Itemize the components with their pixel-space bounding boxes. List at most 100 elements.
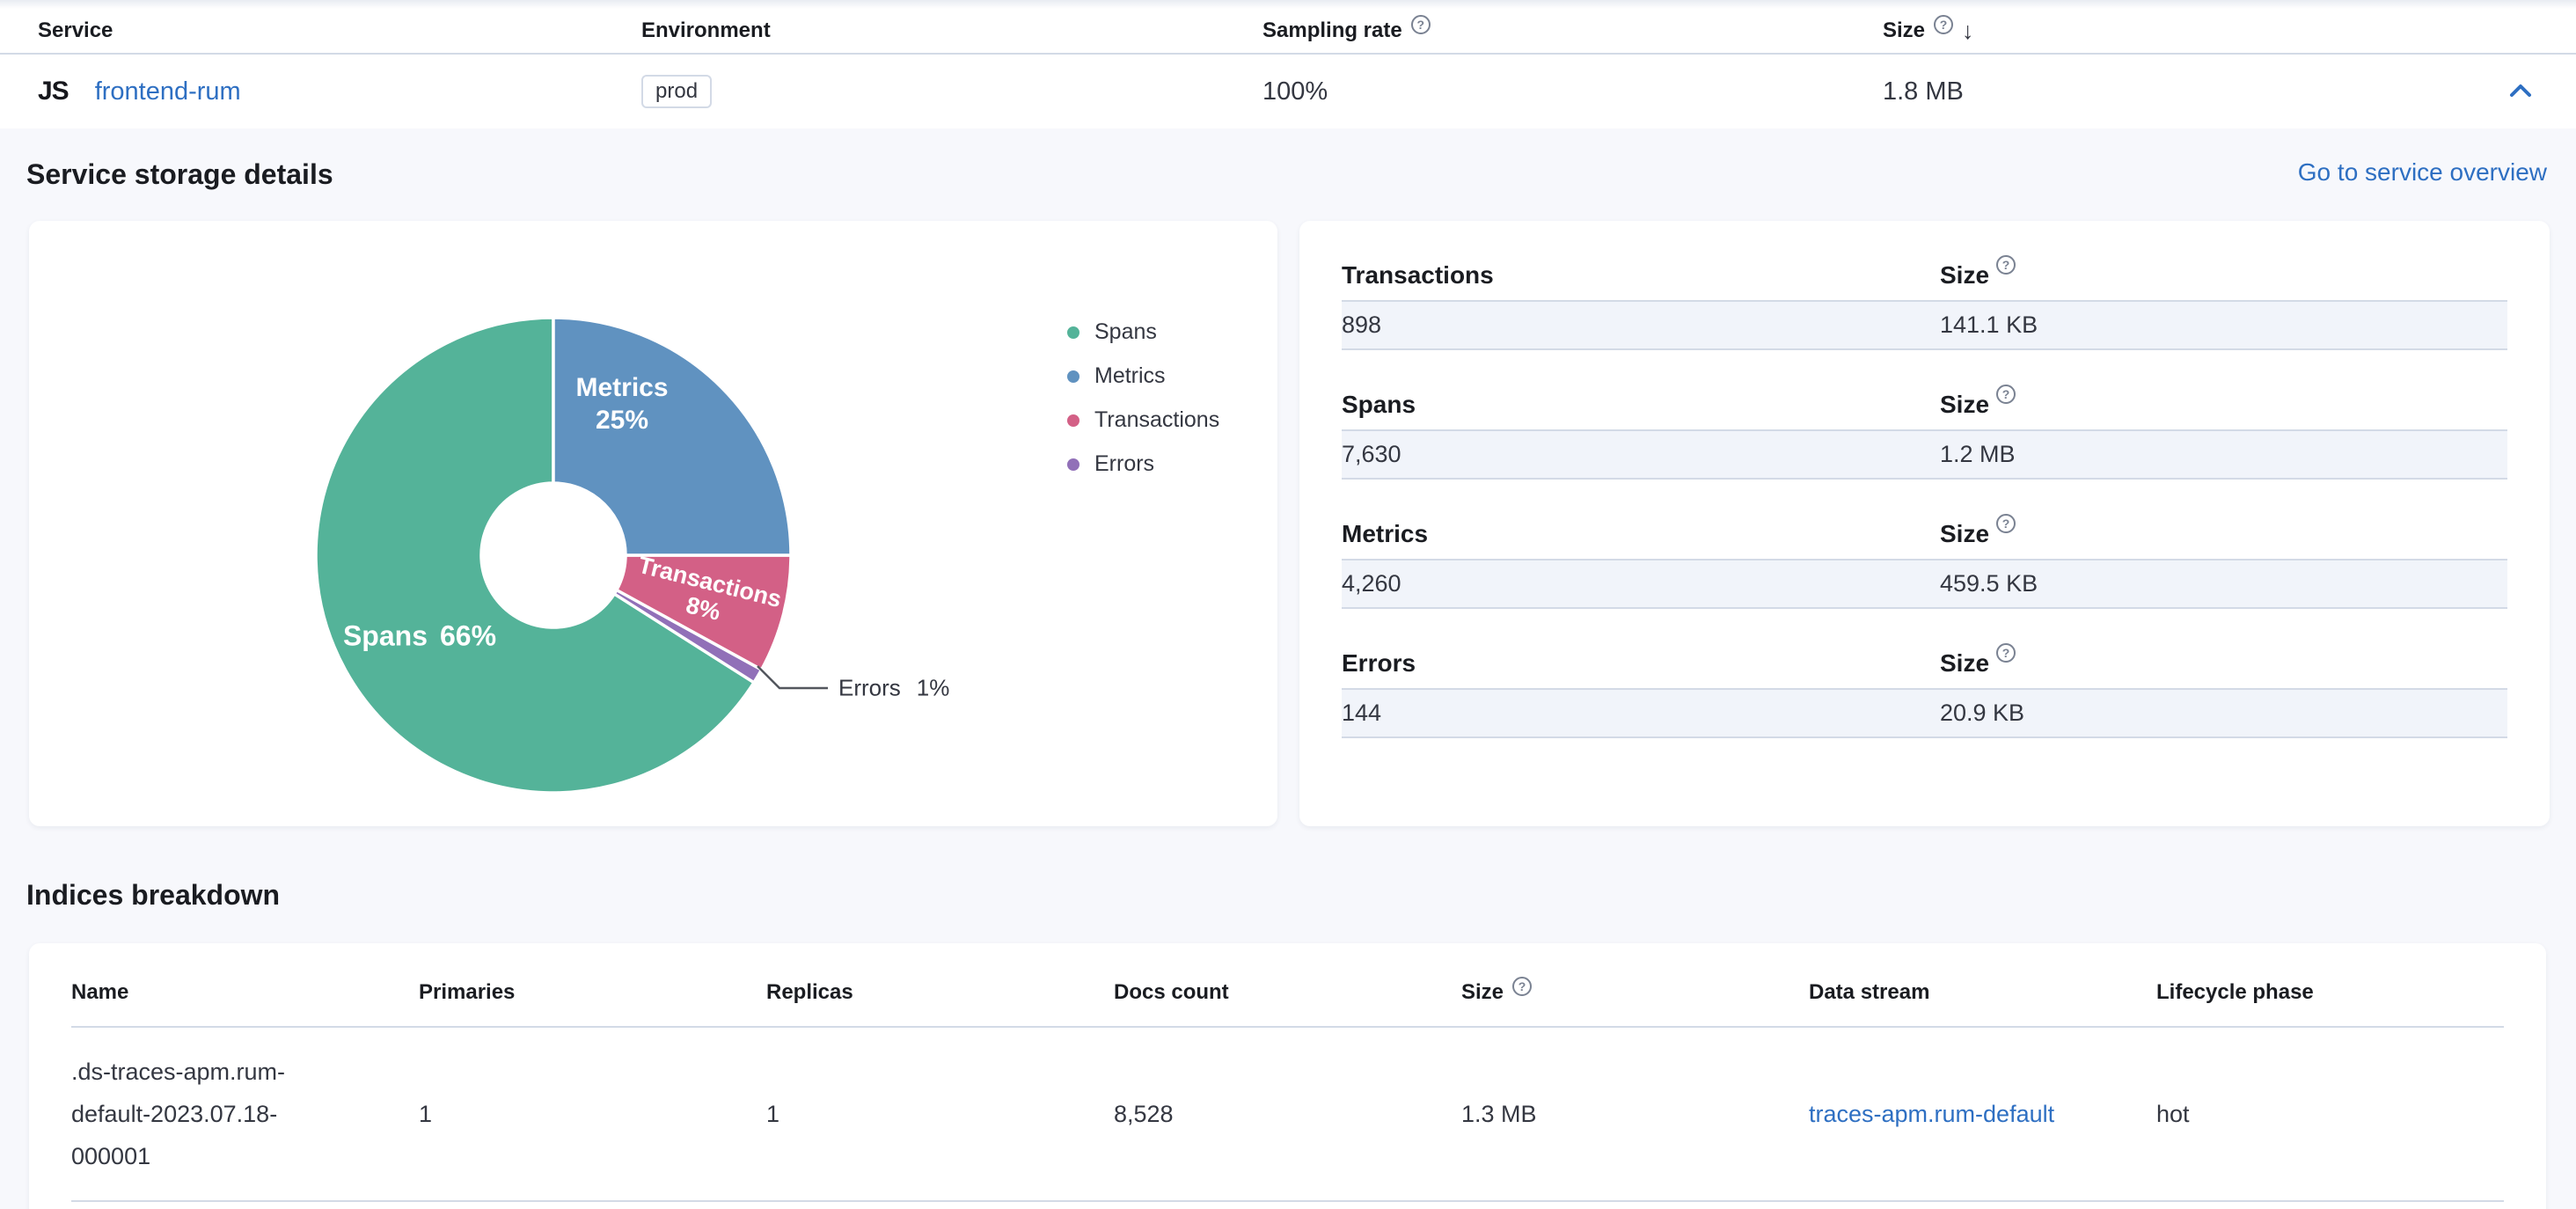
indices-col-data-stream: Data stream xyxy=(1809,980,2156,1005)
stats-size-value: 141.1 KB xyxy=(1940,311,2038,338)
legend-label: Spans xyxy=(1094,319,1157,344)
stats-size-header: Size? xyxy=(1940,255,2507,289)
donut-slice-metrics[interactable] xyxy=(552,316,793,557)
errors-callout-line xyxy=(757,665,828,690)
indices-col-label: Lifecycle phase xyxy=(2156,980,2314,1004)
donut-slice-spans[interactable] xyxy=(314,316,756,795)
chart-legend: Spans Metrics Transactions Errors xyxy=(1067,319,1219,477)
services-table-header: Service Environment Sampling rate ? Size… xyxy=(0,9,2576,55)
legend-dot xyxy=(1067,326,1079,339)
indices-col-name: Name xyxy=(71,980,419,1005)
stats-size-header: Size? xyxy=(1940,643,2507,678)
question-icon[interactable]: ? xyxy=(1996,255,2016,275)
stats-value-row: 898 141.1 KB xyxy=(1342,302,2507,350)
stats-group-spans: Spans Size? 7,630 1.2 MB xyxy=(1342,385,2507,480)
indices-table-header: Name Primaries Replicas Docs count Size? Data… xyxy=(71,977,2504,1028)
stats-docs-value: 898 xyxy=(1342,311,1382,338)
indices-col-label: Replicas xyxy=(766,980,853,1004)
size-cell: 1.8 MB xyxy=(1883,77,1964,106)
chevron-up-icon xyxy=(2510,84,2531,97)
legend-dot xyxy=(1067,458,1079,471)
indices-col-lifecycle-phase: Lifecycle phase xyxy=(2156,980,2504,1005)
index-name-cell: .ds-traces-apm.rum-default-2023.07.18-00… xyxy=(71,1059,286,1169)
indices-breakdown-panel: Name Primaries Replicas Docs count Size? Data… xyxy=(29,943,2546,1209)
indices-col-label: Docs count xyxy=(1114,980,1229,1004)
stats-group-metrics: Metrics Size? 4,260 459.5 KB xyxy=(1342,514,2507,609)
stats-size-value: 20.9 KB xyxy=(1940,700,2025,726)
legend-item-transactions[interactable]: Transactions xyxy=(1067,407,1219,433)
legend-dot xyxy=(1067,370,1079,383)
stats-size-value: 459.5 KB xyxy=(1940,570,2038,597)
indices-table-row: .ds-traces-apm.rum-default-2023.07.18-00… xyxy=(71,1028,2504,1202)
col-service: Service xyxy=(38,18,641,43)
docs-count-cell: 8,528 xyxy=(1114,1100,1174,1127)
stats-value-row: 144 20.9 KB xyxy=(1342,690,2507,738)
primaries-cell: 1 xyxy=(419,1100,433,1127)
col-sampling-rate: Sampling rate ? xyxy=(1262,15,1883,43)
top-shadow xyxy=(0,0,2576,9)
stats-size-label: Size xyxy=(1940,261,1990,289)
stats-group-header: Transactions Size? xyxy=(1342,255,2507,302)
data-stream-link[interactable]: traces-apm.rum-default xyxy=(1809,1100,2055,1127)
legend-item-metrics[interactable]: Metrics xyxy=(1067,363,1219,389)
stats-docs-value: 7,630 xyxy=(1342,441,1401,467)
stats-size-label: Size xyxy=(1940,520,1990,547)
replicas-cell: 1 xyxy=(766,1100,780,1127)
col-environment: Environment xyxy=(641,18,1262,43)
question-icon[interactable]: ? xyxy=(1996,385,2016,404)
signal-type-stats-panel: Transactions Size? 898 141.1 KB Spans Size? 7,… xyxy=(1299,221,2550,826)
stats-group-header: Spans Size? xyxy=(1342,385,2507,431)
col-environment-label: Environment xyxy=(641,18,771,42)
stats-size-label: Size xyxy=(1940,391,1990,418)
storage-donut-chart-panel: Metrics 25% Transactions 8% Spans 66% Err… xyxy=(29,221,1277,826)
sort-descending-icon[interactable]: ↓ xyxy=(1962,17,1974,44)
stats-group-header: Errors Size? xyxy=(1342,643,2507,690)
stats-value-row: 7,630 1.2 MB xyxy=(1342,431,2507,480)
legend-dot xyxy=(1067,414,1079,427)
storage-details-header: Service storage details Go to service ov… xyxy=(0,128,2576,191)
sampling-rate-cell: 100% xyxy=(1262,77,1328,106)
expanded-service-details: Service storage details Go to service ov… xyxy=(0,128,2576,1209)
go-to-service-overview-link[interactable]: Go to service overview xyxy=(2297,158,2547,186)
collapse-row-button[interactable] xyxy=(2500,75,2541,109)
col-sampling-rate-label: Sampling rate xyxy=(1262,18,1402,42)
stats-size-value: 1.2 MB xyxy=(1940,441,2016,467)
stats-group-header: Metrics Size? xyxy=(1342,514,2507,561)
javascript-agent-icon: JS xyxy=(38,77,70,106)
stats-docs-value: 144 xyxy=(1342,700,1382,726)
question-icon[interactable]: ? xyxy=(1996,514,2016,533)
question-icon[interactable]: ? xyxy=(1934,15,1954,34)
col-service-label: Service xyxy=(38,18,113,42)
question-icon[interactable]: ? xyxy=(1996,643,2016,663)
legend-item-spans[interactable]: Spans xyxy=(1067,319,1219,345)
slice-label-spans: Spans 66% xyxy=(342,619,497,652)
slice-label-errors: Errors 1% xyxy=(838,674,950,701)
indices-col-primaries: Primaries xyxy=(419,980,766,1005)
stats-group-errors: Errors Size? 144 20.9 KB xyxy=(1342,643,2507,738)
question-icon[interactable]: ? xyxy=(1410,15,1431,34)
legend-item-errors[interactable]: Errors xyxy=(1067,451,1219,477)
indices-col-label: Data stream xyxy=(1809,980,1930,1004)
service-table-row: JS frontend-rum prod 100% 1.8 MB xyxy=(0,55,2576,128)
indices-col-replicas: Replicas xyxy=(766,980,1114,1005)
indices-breakdown-title: Indices breakdown xyxy=(26,879,281,911)
indices-col-docs-count: Docs count xyxy=(1114,980,1461,1005)
service-name-link[interactable]: frontend-rum xyxy=(94,77,241,106)
col-size-label: Size xyxy=(1883,18,1926,42)
question-icon[interactable]: ? xyxy=(1512,977,1533,996)
indices-col-size: Size? xyxy=(1461,977,1809,1005)
stats-group-label: Spans xyxy=(1342,391,1416,418)
col-size-sortable[interactable]: Size ? ↓ xyxy=(1883,15,2462,45)
indices-col-label: Name xyxy=(71,980,129,1004)
indices-table-body: .ds-traces-apm.rum-default-2023.07.18-00… xyxy=(71,1028,2504,1202)
storage-details-title: Service storage details xyxy=(26,158,333,190)
stats-group-label: Metrics xyxy=(1342,520,1429,547)
storage-donut-chart xyxy=(314,316,828,795)
lifecycle-phase-cell: hot xyxy=(2156,1100,2190,1127)
stats-size-label: Size xyxy=(1940,649,1990,677)
stats-size-header: Size? xyxy=(1940,385,2507,419)
stats-group-label: Errors xyxy=(1342,649,1416,677)
slice-label-metrics: Metrics 25% xyxy=(575,373,669,435)
indices-col-label: Primaries xyxy=(419,980,516,1004)
